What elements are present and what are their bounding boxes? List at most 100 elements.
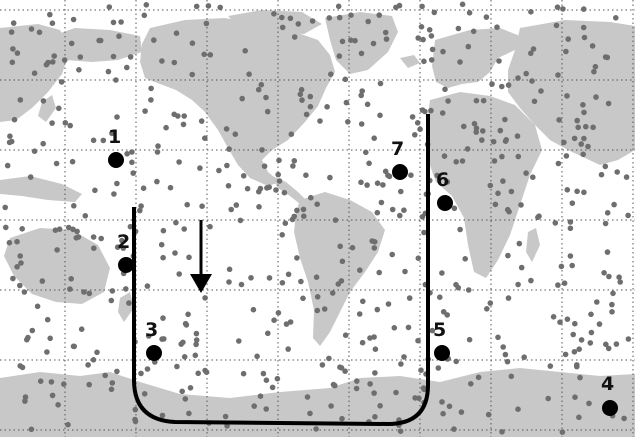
sample-dot — [198, 118, 205, 124]
sample-dot — [571, 135, 578, 142]
sample-dot — [391, 325, 398, 331]
sample-dot — [197, 165, 203, 171]
sample-dot — [415, 337, 421, 344]
sample-dot — [58, 79, 65, 85]
sample-dot — [172, 250, 178, 256]
sample-dot — [435, 365, 442, 371]
sample-dot — [555, 72, 561, 78]
sample-dot — [380, 182, 386, 188]
sample-dot — [429, 46, 436, 53]
sample-dot — [444, 312, 451, 318]
sample-dot — [339, 38, 346, 45]
sample-dot — [357, 267, 363, 274]
sample-dot — [613, 14, 619, 21]
sample-dot — [588, 311, 594, 318]
sample-dot — [396, 2, 403, 9]
sample-dot — [137, 207, 143, 214]
sample-dot — [572, 394, 578, 401]
sample-dot — [570, 331, 576, 338]
sample-dot — [291, 158, 298, 164]
sample-dot — [495, 190, 501, 197]
sample-dot — [233, 202, 240, 208]
sample-dot — [314, 294, 321, 300]
sample-dot — [201, 51, 207, 58]
sample-dot — [144, 283, 151, 289]
sample-dot — [581, 135, 587, 142]
sample-dot — [606, 273, 612, 280]
sample-dot — [372, 370, 378, 376]
sample-dot — [257, 393, 264, 400]
sample-dot — [415, 255, 422, 261]
sample-dot — [564, 316, 571, 323]
sample-dot — [581, 6, 587, 12]
sample-dot — [393, 389, 399, 396]
sample-dot — [575, 124, 581, 131]
sample-dot — [397, 212, 403, 219]
sample-dot — [483, 14, 490, 20]
sample-dot — [96, 37, 102, 44]
sample-dot — [342, 368, 348, 375]
sample-dot — [10, 20, 17, 26]
sample-dot — [65, 421, 71, 428]
sample-dot — [418, 24, 425, 30]
sample-dot — [518, 202, 524, 208]
sample-dot — [559, 429, 566, 435]
sample-dot — [561, 280, 568, 287]
sample-dot — [193, 3, 200, 10]
sample-dot — [505, 252, 511, 259]
sample-dot — [569, 200, 576, 206]
sample-dot — [324, 104, 330, 110]
sample-dot — [385, 172, 391, 179]
sample-dot — [171, 59, 178, 66]
sample-dot — [329, 290, 336, 296]
sample-dot — [222, 413, 229, 420]
sample-dot — [276, 178, 283, 184]
sample-dot — [371, 390, 377, 396]
sample-dot — [34, 303, 41, 310]
sample-dot — [439, 110, 446, 116]
sample-dot — [389, 251, 396, 258]
sample-dot — [437, 294, 443, 301]
sample-dot — [564, 93, 570, 99]
sample-dot — [14, 238, 20, 245]
sample-dot — [359, 339, 366, 346]
sample-dot — [54, 247, 60, 253]
sample-dot — [487, 182, 494, 189]
sample-dot — [39, 278, 46, 284]
sample-dot — [98, 235, 104, 242]
sample-dot — [528, 50, 534, 57]
sample-dot — [376, 269, 383, 276]
sample-dot — [402, 268, 408, 275]
sample-dot — [497, 127, 504, 134]
sample-dot — [602, 54, 609, 60]
sample-dot — [473, 97, 480, 104]
sample-dot — [275, 171, 282, 178]
station-6: 6 — [436, 169, 453, 211]
sample-dot — [28, 426, 35, 433]
sample-dot — [426, 27, 433, 33]
sample-dot — [294, 255, 300, 261]
sample-dot — [199, 203, 205, 209]
sample-dot — [419, 214, 426, 220]
sample-dot — [192, 352, 199, 359]
sample-dot — [577, 374, 583, 381]
sample-dot — [61, 57, 68, 63]
sample-dot — [52, 227, 59, 233]
sample-dot — [279, 232, 286, 238]
station-7: 7 — [391, 138, 408, 180]
sample-dot — [484, 306, 490, 312]
sample-dot — [17, 97, 24, 103]
sample-dot — [145, 333, 152, 339]
sample-dot — [515, 75, 521, 81]
sample-dot — [420, 36, 426, 43]
sample-dot — [281, 189, 288, 196]
sample-dot — [307, 410, 313, 417]
sample-dot — [453, 358, 460, 365]
sample-dot — [314, 201, 321, 207]
sample-dot — [614, 169, 620, 175]
sample-dot — [3, 224, 9, 231]
sample-dot — [129, 159, 135, 166]
sample-dot — [429, 327, 436, 334]
sample-dot — [4, 162, 11, 169]
